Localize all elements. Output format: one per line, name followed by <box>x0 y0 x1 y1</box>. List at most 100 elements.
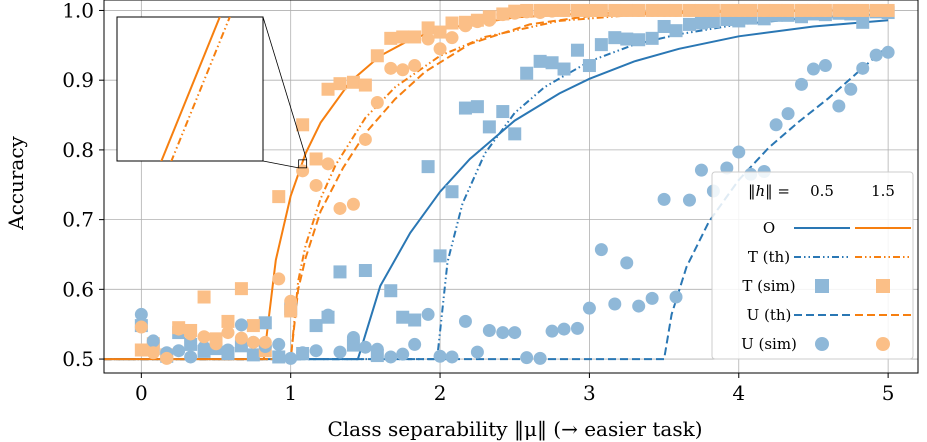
circle-marker-h05 <box>384 350 398 364</box>
circle-marker-h05 <box>881 45 895 59</box>
circle-marker-h05 <box>869 48 883 62</box>
circle-marker-h05 <box>645 291 659 305</box>
legend-column-label: 0.5 <box>810 182 834 200</box>
square-marker-h05 <box>408 313 422 327</box>
circle-marker-h15 <box>197 330 211 344</box>
circle-marker-h15 <box>608 3 622 17</box>
square-marker-h05 <box>533 54 547 68</box>
square-marker-h05 <box>594 38 608 52</box>
y-tick-label: 1.0 <box>62 0 94 22</box>
square-marker-h15 <box>321 82 335 96</box>
square-marker-h05 <box>496 105 510 119</box>
square-marker-h05 <box>520 66 534 80</box>
legend-circle-marker <box>876 337 890 351</box>
square-marker-h15 <box>272 190 286 204</box>
circle-marker-h05 <box>832 99 846 113</box>
square-marker-h15 <box>346 75 360 89</box>
circle-marker-h15 <box>844 3 858 17</box>
circle-marker-h15 <box>234 331 248 345</box>
square-marker-h05 <box>470 100 484 114</box>
square-marker-h05 <box>732 14 746 28</box>
y-tick-label: 0.5 <box>62 347 94 371</box>
square-marker-h05 <box>669 24 683 38</box>
legend-square-marker <box>815 279 829 293</box>
circle-marker-h15 <box>520 5 534 19</box>
circle-marker-h05 <box>234 318 248 332</box>
square-marker-h15 <box>134 343 148 357</box>
circle-marker-h15 <box>346 197 360 211</box>
circle-marker-h15 <box>557 3 571 17</box>
circle-marker-h05 <box>346 330 360 344</box>
circle-marker-h05 <box>296 346 310 360</box>
circle-marker-h15 <box>358 132 372 146</box>
square-marker-h05 <box>272 350 286 364</box>
square-marker-h05 <box>557 62 571 76</box>
square-marker-h05 <box>396 310 410 324</box>
y-axis-label: Accuracy <box>4 135 28 230</box>
circle-marker-h05 <box>533 351 547 365</box>
square-marker-h15 <box>358 78 372 92</box>
circle-marker-h05 <box>669 290 683 304</box>
circle-marker-h15 <box>209 337 223 351</box>
legend-row-label: U (th) <box>747 306 792 324</box>
circle-marker-h05 <box>806 62 820 76</box>
square-marker-h05 <box>706 15 720 29</box>
square-marker-h05 <box>333 265 347 279</box>
y-tick-label: 0.8 <box>62 138 94 162</box>
circle-marker-h05 <box>795 77 809 91</box>
circle-marker-h15 <box>881 3 895 17</box>
circle-marker-h15 <box>582 3 596 17</box>
circle-marker-h15 <box>296 164 310 178</box>
square-marker-h15 <box>421 21 435 35</box>
circle-marker-h15 <box>384 61 398 75</box>
square-marker-h15 <box>370 49 384 63</box>
circle-marker-h15 <box>757 3 771 17</box>
circle-marker-h15 <box>172 322 186 336</box>
circle-marker-h15 <box>321 157 335 171</box>
circle-marker-h15 <box>458 19 472 33</box>
circle-marker-h05 <box>172 344 186 358</box>
y-tick-label: 0.7 <box>62 208 94 232</box>
circle-marker-h15 <box>694 3 708 17</box>
square-marker-h05 <box>582 59 596 73</box>
square-marker-h15 <box>396 30 410 44</box>
square-marker-h05 <box>545 56 559 70</box>
circle-marker-h15 <box>856 3 870 17</box>
circle-marker-h15 <box>818 3 832 17</box>
circle-marker-h05 <box>321 308 335 322</box>
series-line-uth-h15 <box>104 9 889 361</box>
legend-circle-marker <box>815 337 829 351</box>
axes: 0 1 2 3 4 5 0.5 0.6 0.7 0.8 0.9 1.0 <box>62 0 919 405</box>
inset-connector-bottom <box>262 160 299 169</box>
x-tick-label: 4 <box>732 381 745 405</box>
square-marker-h15 <box>333 77 347 91</box>
circle-marker-h15 <box>732 3 746 17</box>
circle-marker-h15 <box>669 3 683 17</box>
circle-marker-h15 <box>869 3 883 17</box>
circle-marker-h15 <box>445 31 459 45</box>
series-markers <box>134 3 895 365</box>
circle-marker-h15 <box>645 3 659 17</box>
circle-marker-h15 <box>706 3 720 17</box>
square-marker-h15 <box>296 118 310 132</box>
circle-marker-h15 <box>620 3 634 17</box>
square-marker-h05 <box>482 120 496 134</box>
circle-marker-h05 <box>408 337 422 351</box>
circle-marker-h05 <box>582 301 596 315</box>
square-marker-h05 <box>608 31 622 45</box>
circle-marker-h15 <box>284 294 298 308</box>
legend-square-marker <box>876 279 890 293</box>
legend-row-label: T (sim) <box>742 277 795 295</box>
square-marker-h05 <box>694 16 708 30</box>
circle-marker-h05 <box>197 340 211 354</box>
circle-marker-h15 <box>657 3 671 17</box>
circle-marker-h15 <box>309 178 323 192</box>
circle-marker-h15 <box>508 6 522 20</box>
circle-marker-h05 <box>570 321 584 335</box>
circle-marker-h05 <box>445 350 459 364</box>
circle-marker-h05 <box>333 345 347 359</box>
circle-marker-h15 <box>806 3 820 17</box>
square-marker-h15 <box>197 290 211 304</box>
square-marker-h05 <box>445 185 459 199</box>
